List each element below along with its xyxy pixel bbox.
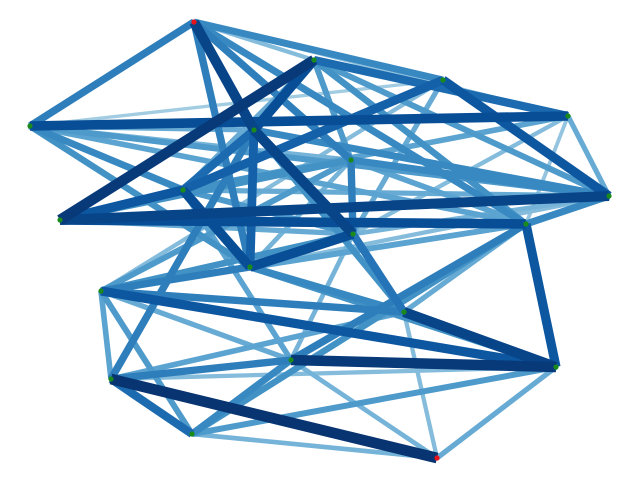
node-1: [311, 57, 317, 63]
edge-17-18: [108, 375, 195, 438]
edge-18-19: [191, 431, 438, 461]
node-7: [180, 187, 186, 193]
edge-14-16: [402, 307, 558, 372]
node-layer: [27, 19, 612, 461]
node-12: [247, 264, 253, 270]
edge-8-9: [59, 190, 610, 226]
edge-2-7: [181, 75, 445, 195]
edge-1-8: [312, 57, 611, 199]
node-14: [401, 309, 407, 315]
edge-13-17: [98, 290, 114, 380]
edge-4-8: [565, 114, 612, 198]
edge-15-17: [110, 356, 292, 383]
edge-12-13: [100, 263, 251, 295]
edge-3-7: [28, 122, 185, 194]
edge-15-19: [289, 358, 439, 460]
edge-2-8: [440, 76, 612, 200]
node-4: [565, 113, 571, 119]
node-8: [606, 193, 612, 199]
edge-16-19: [435, 364, 558, 461]
node-19: [434, 455, 440, 461]
edge-18-15: [189, 357, 294, 437]
node-18: [189, 431, 195, 437]
edge-14-19: [401, 311, 440, 459]
node-10: [350, 231, 356, 237]
edge-18-13: [98, 289, 195, 436]
edge-10-12: [248, 229, 355, 272]
node-13: [98, 288, 104, 294]
node-2: [440, 77, 446, 83]
edge-17-19: [109, 373, 439, 464]
edge-13-14: [100, 287, 405, 316]
edge-0-2: [193, 18, 444, 84]
edge-5-12: [245, 129, 259, 268]
edge-11-16: [521, 223, 561, 368]
edge-13-15: [100, 288, 292, 363]
edge-5-10: [250, 126, 357, 238]
edge-0-3: [28, 18, 196, 130]
node-9: [57, 217, 63, 223]
node-0: [191, 19, 197, 25]
node-5: [251, 127, 257, 133]
edge-15-16: [290, 354, 557, 373]
node-15: [288, 357, 294, 363]
edge-7-12: [179, 186, 254, 271]
edge-3-4: [29, 111, 569, 131]
edge-5-7: [180, 126, 257, 194]
node-17: [108, 376, 114, 382]
edge-1-4: [313, 55, 569, 121]
edge-10-14: [349, 231, 408, 315]
edge-11-15: [289, 220, 528, 364]
edge-12-14: [249, 263, 405, 316]
edge-13-16: [100, 286, 557, 372]
node-6: [348, 157, 354, 163]
edge-16-18: [191, 364, 557, 437]
edge-layer: [28, 18, 612, 464]
node-16: [553, 364, 559, 370]
edge-6-8: [350, 156, 610, 200]
node-11: [523, 221, 529, 227]
node-3: [27, 123, 33, 129]
edge-0-5: [189, 19, 259, 133]
edge-1-9: [57, 55, 317, 225]
